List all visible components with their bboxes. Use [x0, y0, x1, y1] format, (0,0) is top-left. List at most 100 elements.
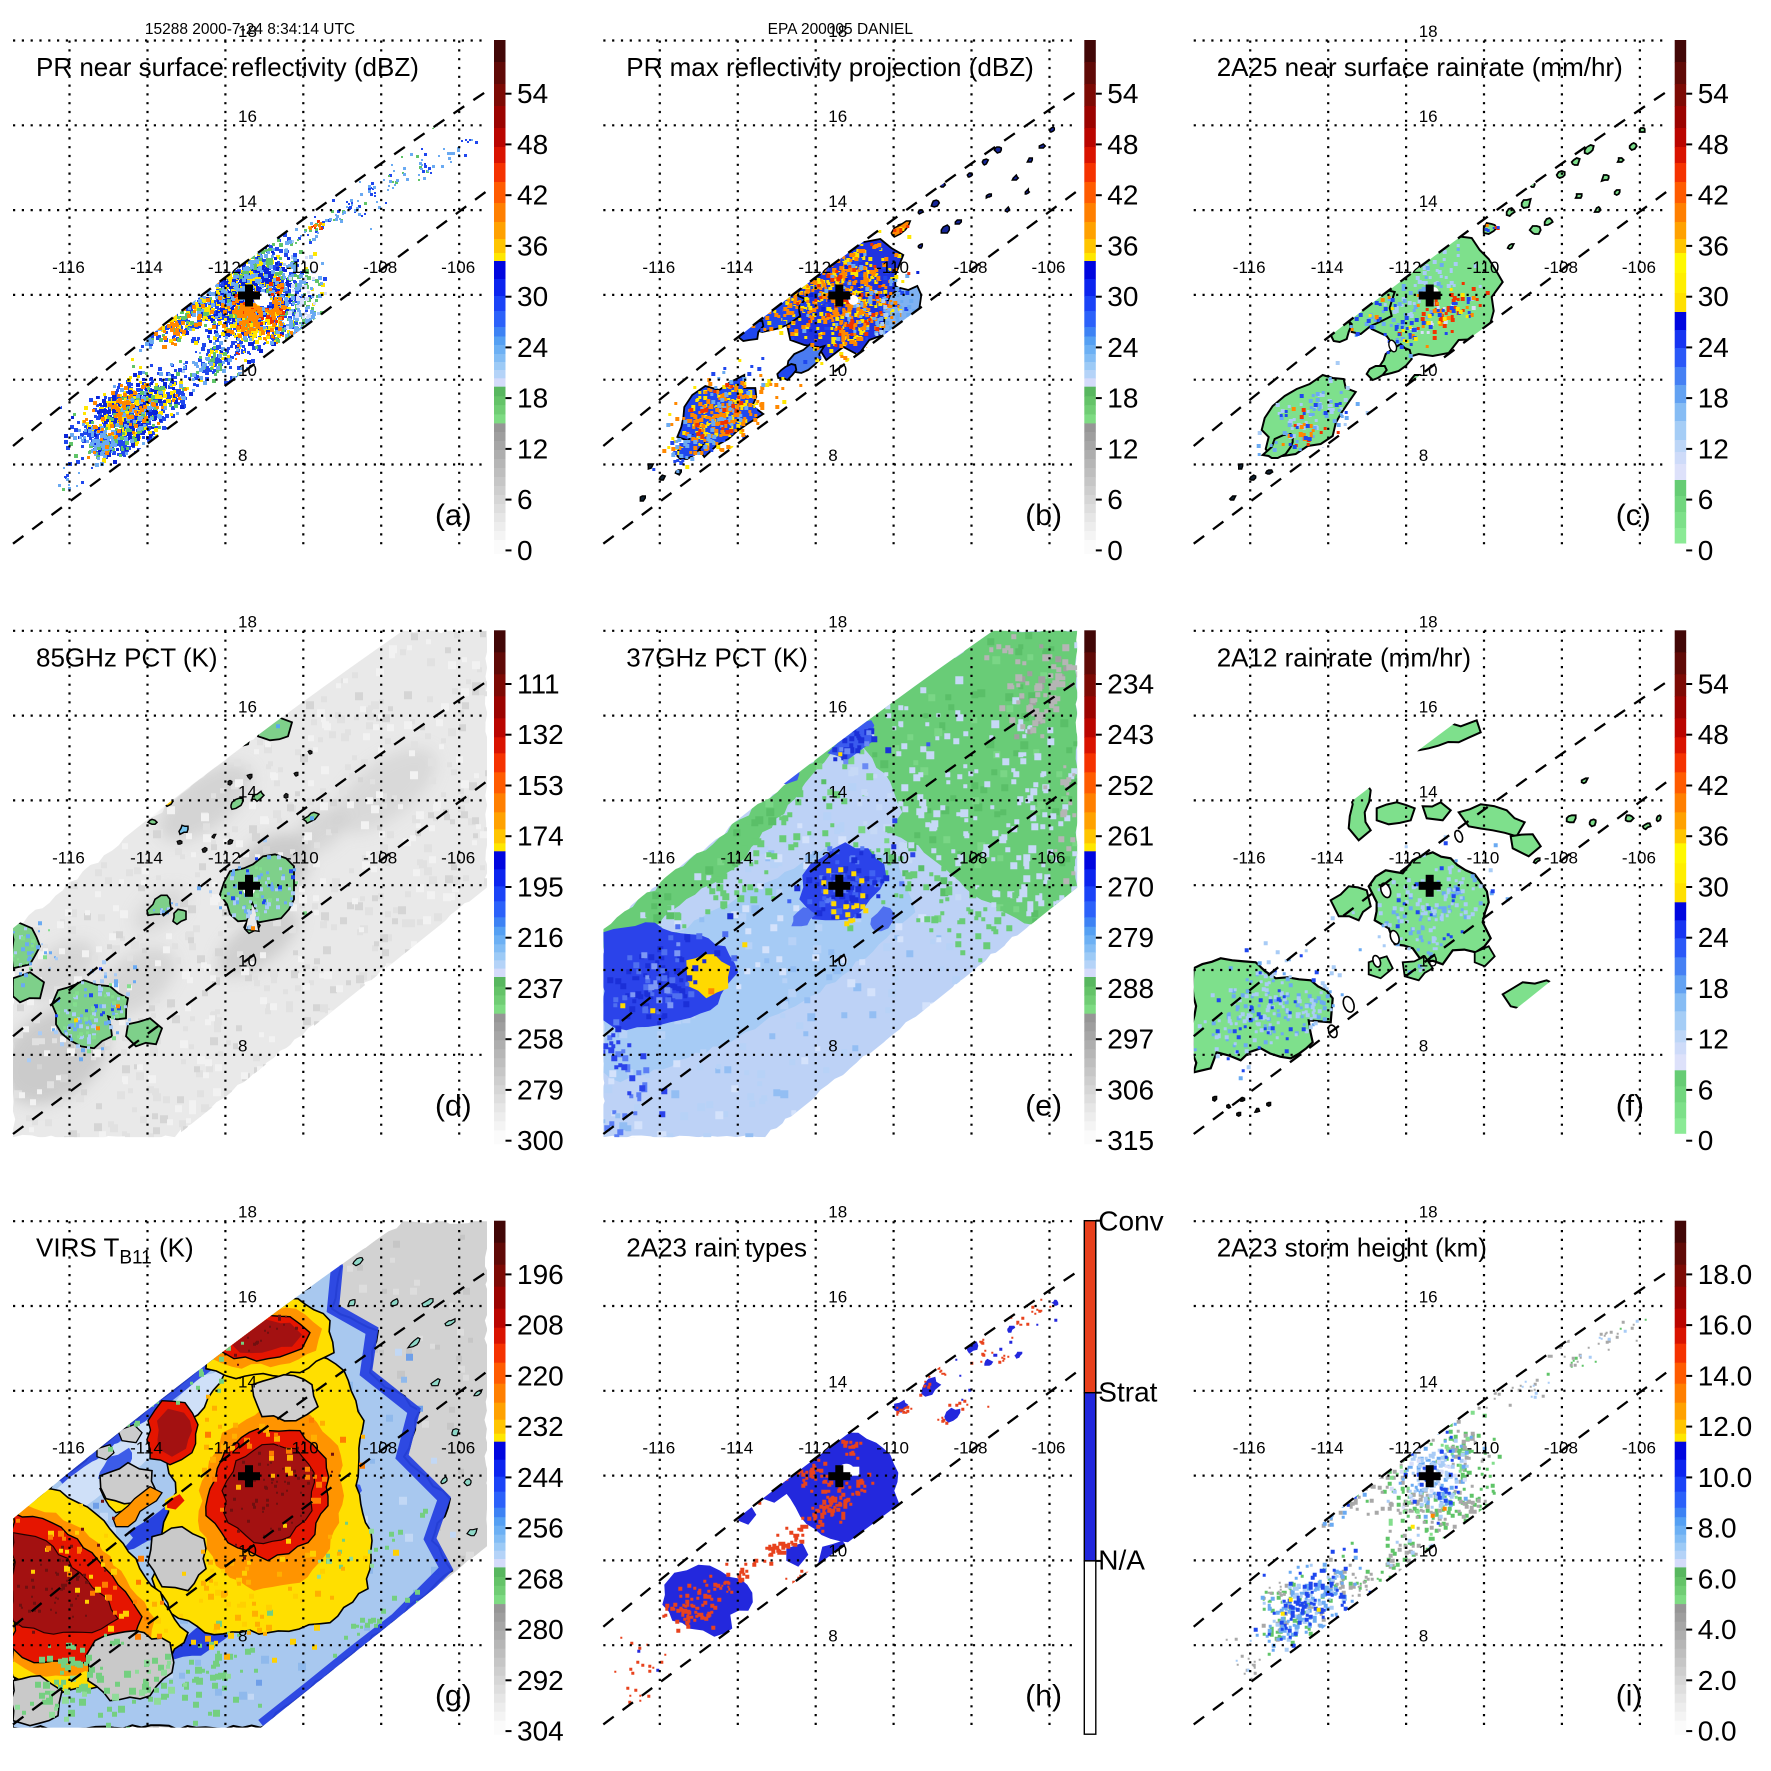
svg-text:18: 18 — [1107, 383, 1138, 414]
svg-text:(a): (a) — [435, 499, 472, 532]
svg-text:14.0: 14.0 — [1698, 1360, 1753, 1391]
svg-text:-106: -106 — [1031, 848, 1065, 867]
svg-text:153: 153 — [517, 770, 564, 801]
svg-text:232: 232 — [517, 1411, 564, 1442]
svg-text:18: 18 — [1419, 1203, 1438, 1222]
svg-text:6: 6 — [1107, 484, 1123, 515]
svg-text:-108: -108 — [363, 848, 397, 867]
svg-text:18: 18 — [828, 22, 847, 41]
svg-text:30: 30 — [1107, 281, 1138, 312]
svg-text:8: 8 — [1419, 446, 1428, 465]
svg-text:36: 36 — [517, 230, 548, 261]
svg-text:-106: -106 — [441, 1439, 475, 1458]
svg-text:24: 24 — [1107, 332, 1138, 363]
svg-text:42: 42 — [1107, 180, 1138, 211]
svg-text:-114: -114 — [1311, 848, 1344, 867]
svg-text:42: 42 — [1698, 770, 1729, 801]
svg-text:10.0: 10.0 — [1698, 1462, 1753, 1493]
svg-text:132: 132 — [517, 719, 564, 750]
svg-text:48: 48 — [1698, 129, 1729, 160]
svg-text:30: 30 — [1698, 281, 1729, 312]
svg-text:297: 297 — [1107, 1024, 1154, 1055]
svg-text:234: 234 — [1107, 669, 1154, 700]
svg-text:292: 292 — [517, 1665, 564, 1696]
svg-text:48: 48 — [1107, 129, 1138, 160]
svg-text:10: 10 — [238, 361, 257, 380]
svg-text:-108: -108 — [953, 258, 987, 277]
svg-text:256: 256 — [517, 1513, 564, 1544]
svg-text:10: 10 — [1419, 361, 1438, 380]
svg-text:54: 54 — [517, 78, 548, 109]
svg-text:-106: -106 — [441, 848, 475, 867]
svg-text:14: 14 — [238, 1373, 257, 1392]
svg-text:-116: -116 — [642, 848, 675, 867]
svg-text:8: 8 — [1419, 1627, 1428, 1646]
svg-text:-110: -110 — [1467, 258, 1500, 277]
svg-text:6: 6 — [1698, 484, 1714, 515]
svg-text:-112: -112 — [798, 258, 831, 277]
svg-text:-108: -108 — [1544, 258, 1578, 277]
svg-text:14: 14 — [1419, 782, 1438, 801]
svg-text:-112: -112 — [1389, 258, 1422, 277]
svg-text:18: 18 — [1698, 973, 1729, 1004]
svg-text:237: 237 — [517, 973, 564, 1004]
svg-text:42: 42 — [517, 180, 548, 211]
svg-text:0.0: 0.0 — [1698, 1716, 1737, 1747]
svg-text:10: 10 — [238, 1542, 257, 1561]
svg-text:PR max reflectivity projection: PR max reflectivity projection (dBZ) — [626, 52, 1033, 82]
svg-text:16: 16 — [828, 107, 847, 126]
svg-text:4.0: 4.0 — [1698, 1614, 1737, 1645]
svg-text:18: 18 — [828, 612, 847, 631]
svg-text:8: 8 — [238, 446, 247, 465]
svg-text:14: 14 — [828, 782, 847, 801]
svg-text:300: 300 — [517, 1125, 564, 1156]
svg-text:-112: -112 — [798, 1439, 831, 1458]
svg-text:208: 208 — [517, 1310, 564, 1341]
svg-text:-110: -110 — [286, 848, 319, 867]
svg-text:18: 18 — [238, 1203, 257, 1222]
svg-text:16: 16 — [1419, 107, 1438, 126]
svg-text:16: 16 — [238, 1288, 257, 1307]
svg-text:18: 18 — [238, 612, 257, 631]
svg-text:-106: -106 — [1031, 258, 1065, 277]
svg-text:-110: -110 — [876, 1439, 909, 1458]
svg-text:-116: -116 — [642, 258, 675, 277]
svg-text:15288 2000-7-24 8:34:14 UTC: 15288 2000-7-24 8:34:14 UTC — [145, 21, 355, 38]
svg-text:-114: -114 — [130, 1439, 163, 1458]
svg-text:(h): (h) — [1025, 1680, 1062, 1713]
svg-text:243: 243 — [1107, 719, 1154, 750]
svg-text:85GHz PCT (K): 85GHz PCT (K) — [36, 642, 218, 672]
svg-text:-106: -106 — [1622, 258, 1656, 277]
svg-text:-116: -116 — [1233, 1439, 1266, 1458]
svg-text:10: 10 — [238, 951, 257, 970]
svg-text:216: 216 — [517, 922, 564, 953]
svg-text:10: 10 — [828, 361, 847, 380]
svg-text:14: 14 — [828, 1373, 847, 1392]
svg-text:315: 315 — [1107, 1125, 1154, 1156]
svg-text:-112: -112 — [208, 1439, 241, 1458]
svg-text:-114: -114 — [720, 258, 753, 277]
svg-text:10: 10 — [828, 951, 847, 970]
svg-text:174: 174 — [517, 821, 564, 852]
svg-text:16: 16 — [238, 697, 257, 716]
svg-text:0: 0 — [1107, 535, 1123, 566]
svg-text:54: 54 — [1698, 78, 1729, 109]
svg-text:10: 10 — [1419, 1542, 1438, 1561]
svg-text:2.0: 2.0 — [1698, 1665, 1737, 1696]
svg-text:12: 12 — [1698, 433, 1729, 464]
svg-text:N/A: N/A — [1098, 1545, 1145, 1576]
svg-text:-108: -108 — [953, 1439, 987, 1458]
svg-text:8: 8 — [238, 1627, 247, 1646]
svg-text:252: 252 — [1107, 770, 1154, 801]
svg-text:-106: -106 — [1622, 848, 1656, 867]
svg-text:(f): (f) — [1616, 1089, 1644, 1122]
svg-text:-110: -110 — [286, 258, 319, 277]
svg-text:-114: -114 — [130, 258, 163, 277]
svg-text:6: 6 — [1698, 1074, 1714, 1105]
svg-text:6: 6 — [517, 484, 533, 515]
svg-text:6.0: 6.0 — [1698, 1563, 1737, 1594]
svg-text:-108: -108 — [1544, 1439, 1578, 1458]
svg-text:-116: -116 — [1233, 258, 1266, 277]
svg-text:-112: -112 — [208, 848, 241, 867]
svg-text:PR near surface reflectivity (: PR near surface reflectivity (dBZ) — [36, 52, 419, 82]
